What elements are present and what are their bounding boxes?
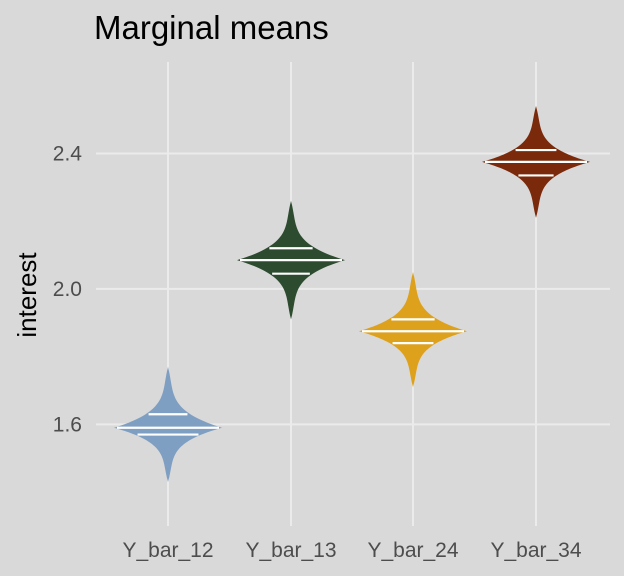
x-tick-label: Y_bar_12 [122,539,213,562]
y-tick-label: 2.4 [53,142,83,165]
violin-y-bar-24 [359,271,467,388]
x-tick-label: Y_bar_24 [367,539,458,562]
violin-y-bar-12 [114,366,222,482]
violin-layer [114,106,590,482]
x-tick-label: Y_bar_13 [245,539,336,562]
chart-title: Marginal means [94,9,329,46]
x-tick-label: Y_bar_34 [490,539,581,562]
y-tick-label: 2.0 [53,278,82,301]
y-tick-label: 1.6 [53,413,82,436]
axis-layer: 1.6 2.0 2.4 Y_bar_12 Y_bar_13 Y_bar_24 Y_bar_3… [53,142,582,562]
y-axis-label: interest [12,252,42,338]
